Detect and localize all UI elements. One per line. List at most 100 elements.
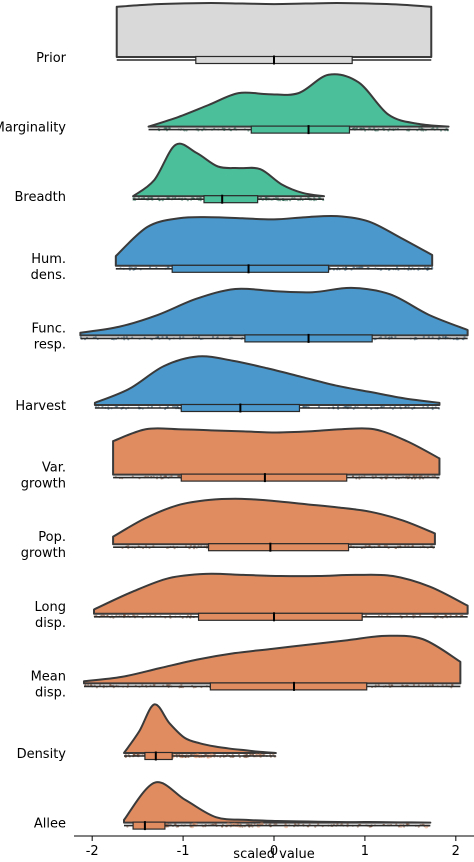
rain-point [396, 266, 399, 269]
x-tick-label: 2 [452, 844, 460, 859]
category-label-harvest: Harvest [15, 399, 66, 414]
rain-point [189, 614, 192, 617]
x-tick-label: -1 [177, 844, 190, 859]
category-label-pop-growth: Pop. growth [21, 530, 66, 561]
box-pop-growth [207, 543, 350, 552]
rain-point [299, 196, 302, 199]
row-func-resp: Func. resp. [31, 286, 469, 352]
density-cloud-density [123, 703, 277, 754]
rain-point [412, 683, 415, 687]
rain-point [189, 544, 192, 547]
category-label-hum-dens: Hum. dens. [31, 252, 66, 283]
x-axis-ticks: -2 -1 0 1 2 [86, 836, 460, 859]
rain-point [167, 127, 170, 130]
density-cloud-marginality [147, 73, 450, 128]
box-allee [132, 821, 166, 830]
box-long-disp [197, 612, 363, 621]
density-cloud-hum-dens [114, 214, 434, 267]
rain-point [236, 823, 239, 826]
rain-point [147, 196, 150, 199]
rain-point [128, 266, 131, 269]
rain-point [407, 266, 411, 269]
rain-point [197, 335, 201, 339]
rain-point [226, 753, 229, 756]
category-label-var-growth: Var. growth [21, 461, 66, 492]
row-prior: Prior [36, 2, 433, 66]
density-cloud-mean-disp [83, 634, 462, 685]
density-cloud-pop-growth [112, 497, 436, 546]
rain-point [284, 823, 287, 826]
category-label-line: dens. [31, 268, 66, 283]
category-label-prior: Prior [36, 51, 67, 66]
rain-point [116, 405, 119, 408]
row-var-growth: Var. growth [21, 427, 441, 492]
x-tick-label: 1 [361, 844, 369, 859]
rain-point [237, 753, 240, 756]
box-density [144, 751, 173, 761]
rain-point [185, 753, 188, 756]
rain-point [422, 335, 425, 339]
category-label-line: growth [21, 546, 66, 561]
rain-point [361, 266, 364, 269]
category-label-density: Density [17, 747, 67, 762]
density-cloud-prior [115, 2, 433, 58]
rain-point [388, 683, 391, 687]
density-cloud-allee [123, 781, 432, 824]
rain-point [275, 196, 278, 199]
density-cloud-var-growth [112, 427, 441, 476]
rain-point [442, 335, 445, 339]
rain-point [170, 475, 173, 478]
category-label-func-resp: Func. resp. [31, 321, 66, 352]
row-long-disp: Long disp. [35, 572, 469, 631]
rain-point [344, 405, 347, 408]
row-hum-dens: Hum. dens. [31, 214, 434, 283]
rain-point [148, 266, 152, 269]
category-label-line: Var. [42, 461, 66, 476]
rain-point [382, 405, 385, 408]
row-marginality: Marginality [0, 73, 450, 136]
category-label-mean-disp: Mean disp. [31, 669, 66, 700]
row-mean-disp: Mean disp. [31, 634, 462, 700]
category-label-line: Breadth [14, 190, 66, 205]
category-label-allee: Allee [34, 817, 66, 832]
rain-point [337, 405, 340, 408]
category-label-line: Long [35, 600, 66, 615]
row-breadth: Breadth [14, 142, 325, 205]
density-cloud-long-disp [93, 572, 469, 615]
rain-point [418, 127, 421, 130]
category-label-line: disp. [35, 616, 66, 631]
x-axis-title: scaled value [233, 847, 314, 862]
rain-point [258, 753, 261, 756]
rain-point [373, 127, 376, 130]
box-mean-disp [209, 682, 368, 691]
row-harvest: Harvest [15, 355, 441, 414]
rain-point [180, 683, 183, 687]
row-pop-growth: Pop. growth [21, 497, 436, 561]
rain-point [436, 127, 439, 130]
category-label-breadth: Breadth [14, 190, 66, 205]
rain-point [384, 335, 387, 339]
x-tick-label: -2 [86, 844, 99, 859]
row-density: Density [17, 703, 277, 762]
rain-point [127, 683, 130, 687]
category-label-line: Harvest [15, 399, 66, 414]
category-label-line: disp. [35, 685, 66, 700]
rain-point [426, 405, 429, 408]
box-hum-dens [171, 264, 330, 273]
rain-point [259, 196, 263, 199]
rain-point [173, 405, 176, 408]
category-label-line: Marginality [0, 121, 66, 136]
density-cloud-harvest [93, 355, 441, 406]
rain-point [444, 335, 447, 338]
category-label-line: Func. [31, 321, 66, 336]
rain-point [377, 544, 380, 547]
category-label-marginality: Marginality [0, 121, 66, 136]
category-label-line: growth [21, 477, 66, 492]
rain-point [432, 127, 435, 130]
rain-point [127, 544, 130, 547]
rain-point [168, 683, 171, 687]
category-label-line: Mean [31, 669, 66, 684]
category-label-line: Allee [34, 817, 66, 832]
category-label-line: Density [17, 747, 67, 762]
